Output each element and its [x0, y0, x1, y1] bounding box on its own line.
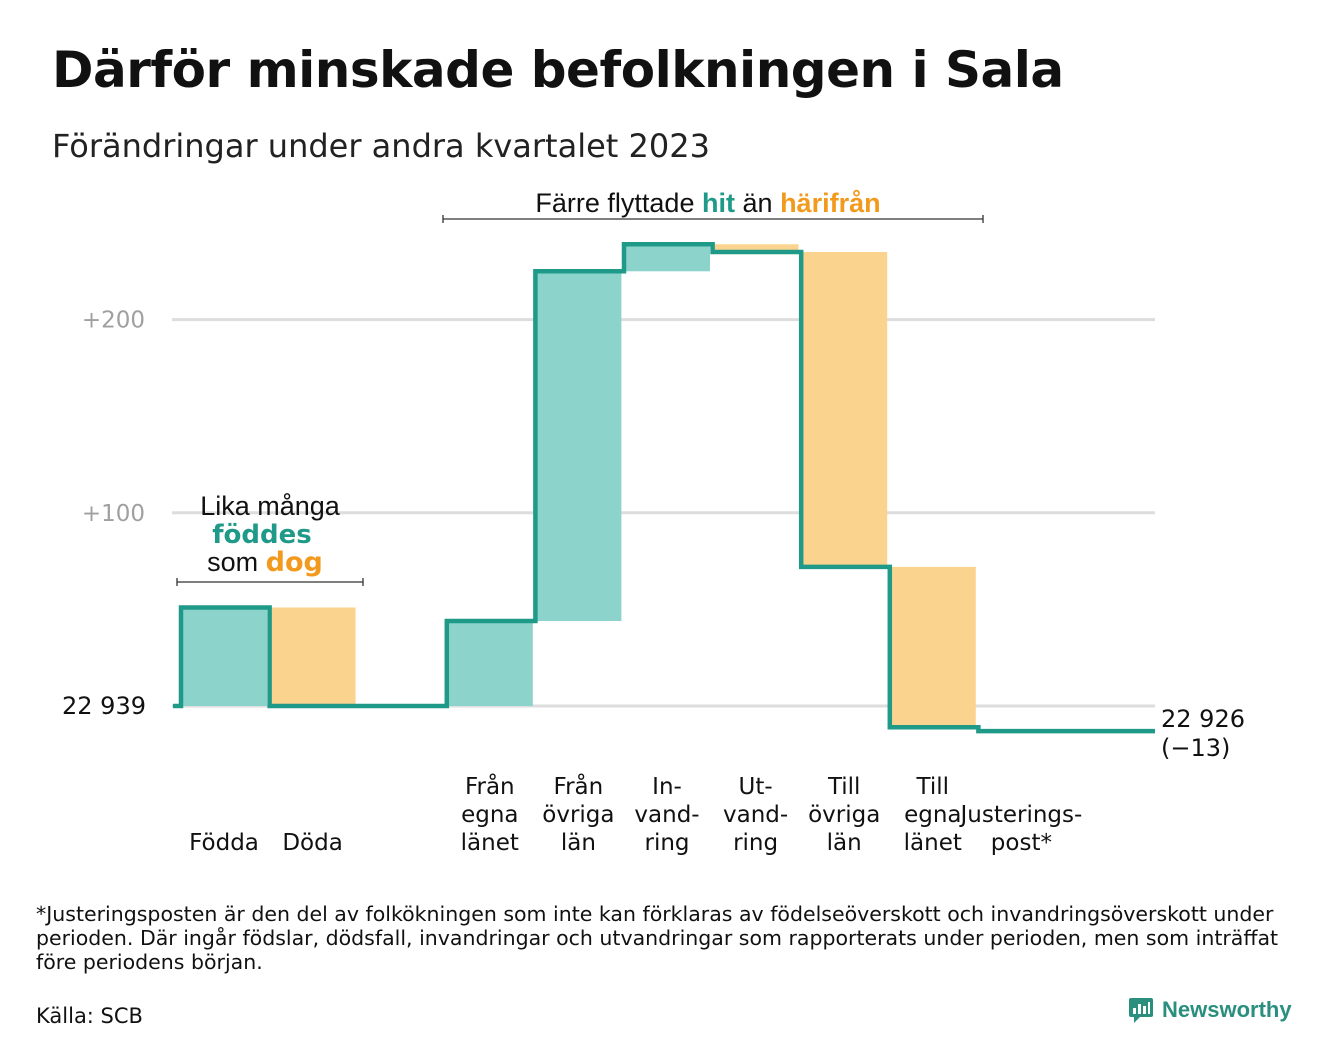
bars — [181, 244, 976, 728]
brand-logo: Newsworthy — [1128, 997, 1292, 1023]
moves-harifran: härifrån — [780, 188, 881, 218]
bar-ut-vand-ring — [712, 244, 799, 252]
category-label: Justerings- — [958, 802, 1082, 828]
births-som: som — [207, 547, 258, 577]
category-label: vand- — [723, 802, 788, 828]
category-label: post* — [991, 830, 1052, 856]
waterfall-chart: +100+200 Födda DödaFrånegnalänetFrånövrig… — [62, 188, 1245, 856]
start-value-label: 22 939 — [62, 692, 146, 720]
moves-annotation-text: Färre flyttade hit än härifrån — [535, 188, 880, 218]
category-label: Från — [465, 772, 515, 800]
category-label: övriga — [542, 802, 614, 828]
bar-in-vand-ring — [624, 244, 710, 272]
category-label: Födda — [189, 830, 259, 856]
bar-döda — [269, 607, 356, 706]
category-label: Från — [554, 772, 604, 800]
running-total-line — [173, 242, 1155, 734]
category-label: egna — [904, 802, 961, 828]
moves-prefix: Färre flyttade — [535, 188, 694, 218]
births-line1: Lika många — [200, 491, 341, 521]
bar-tillövrigalän — [801, 251, 888, 567]
source: Källa: SCB — [36, 1004, 143, 1028]
category-label: länet — [461, 830, 519, 856]
bar-födda — [181, 607, 267, 706]
births-annotation: Lika många föddes som dog — [176, 491, 364, 586]
chart-title: Därför minskade befolkningen i Sala — [52, 41, 1064, 99]
bar-frånegnalänet — [446, 620, 533, 706]
category-label: Ut- — [739, 774, 773, 800]
category-label: Till — [827, 774, 861, 800]
labels: Födda DödaFrånegnalänetFrånövrigalänIn-va… — [189, 772, 1082, 856]
footnote: *Justeringsposten är den del av folkökni… — [36, 902, 1279, 974]
bar-tillegnalänet — [889, 566, 976, 728]
moves-annotation: Färre flyttade hit än härifrån — [442, 188, 984, 223]
end-value-label: 22 926 — [1161, 705, 1245, 733]
y-tick-label: +100 — [82, 501, 145, 527]
category-label: län — [827, 830, 862, 856]
category-label: övriga — [808, 802, 880, 828]
category-label: vand- — [634, 802, 699, 828]
category-label: ring — [733, 830, 778, 856]
category-label: ring — [644, 830, 689, 856]
category-label: Till — [916, 774, 950, 800]
category-label: länet — [904, 830, 962, 856]
end-change-label: (−13) — [1161, 734, 1230, 762]
category-label: Döda — [282, 830, 342, 856]
births-dog: dog — [266, 547, 323, 578]
births-fodda: föddes — [212, 520, 312, 550]
births-line3: som dog — [207, 547, 323, 578]
category-label: egna — [461, 802, 518, 828]
bar-frånövrigalän — [535, 271, 622, 621]
category-label: In- — [652, 774, 682, 800]
brand-name: Newsworthy — [1162, 997, 1292, 1022]
chart-subtitle: Förändringar under andra kvartalet 2023 — [52, 127, 710, 165]
newsworthy-icon — [1129, 998, 1153, 1023]
moves-hit: hit — [702, 188, 735, 218]
running-total-path — [173, 242, 1155, 734]
y-tick-label: +200 — [82, 308, 145, 334]
category-label: län — [561, 830, 596, 856]
moves-middle: än — [743, 188, 773, 218]
